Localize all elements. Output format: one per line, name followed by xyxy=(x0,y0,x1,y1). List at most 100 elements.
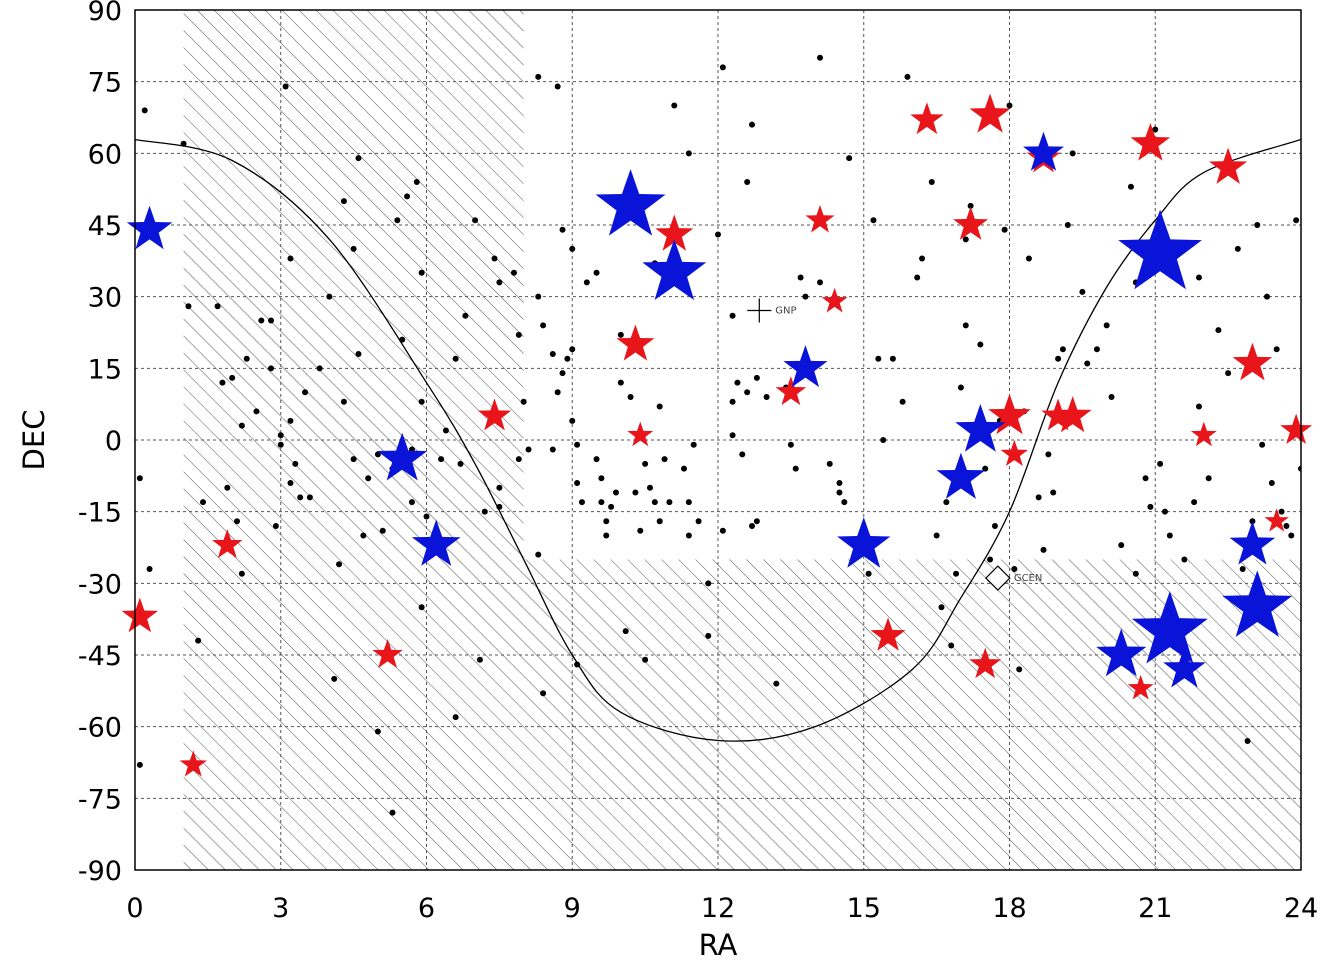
data-point xyxy=(277,441,284,448)
data-point xyxy=(642,656,649,663)
data-point xyxy=(141,107,148,114)
blue-star-point xyxy=(411,519,461,566)
data-point xyxy=(277,432,284,439)
data-point xyxy=(1254,222,1261,228)
data-point xyxy=(418,398,425,405)
data-point xyxy=(282,83,289,90)
data-point xyxy=(1132,570,1139,577)
red-star-point xyxy=(1127,674,1154,700)
data-point xyxy=(753,518,760,525)
data-point xyxy=(438,456,445,463)
data-point xyxy=(1293,217,1300,224)
data-point xyxy=(374,728,381,735)
data-point xyxy=(365,475,372,482)
data-point xyxy=(268,365,275,372)
data-point xyxy=(603,532,610,539)
red-star-point xyxy=(212,529,243,559)
data-point xyxy=(442,427,449,434)
data-point xyxy=(987,556,994,563)
data-point xyxy=(238,422,245,429)
x-tick-label: 9 xyxy=(564,893,581,924)
data-point xyxy=(889,355,896,362)
data-point xyxy=(510,269,517,276)
data-point xyxy=(569,245,576,252)
data-point xyxy=(656,518,663,525)
data-point xyxy=(540,690,547,697)
data-point xyxy=(817,54,824,61)
data-point xyxy=(744,389,751,396)
data-point xyxy=(739,451,746,458)
red-star-point xyxy=(179,750,207,777)
blue-star-point xyxy=(1118,209,1202,290)
data-point xyxy=(1205,475,1212,482)
data-point xyxy=(1195,274,1202,281)
blue-star-point xyxy=(1163,646,1206,688)
data-point xyxy=(559,226,566,233)
data-point xyxy=(991,523,998,529)
data-point xyxy=(287,480,294,486)
data-point xyxy=(957,384,964,391)
data-point xyxy=(773,680,780,687)
data-point xyxy=(1001,226,1008,233)
data-point xyxy=(797,274,804,281)
data-point xyxy=(515,456,522,463)
data-point xyxy=(1084,360,1091,367)
marker-label: GNP xyxy=(775,306,796,317)
data-point xyxy=(671,102,678,109)
red-star-point xyxy=(910,102,944,135)
data-point xyxy=(919,255,926,262)
data-point xyxy=(413,179,420,185)
data-point xyxy=(418,604,425,611)
y-tick-label: -15 xyxy=(78,498,122,529)
x-tick-label: 0 xyxy=(126,893,143,924)
data-point xyxy=(1268,480,1275,486)
data-point xyxy=(578,499,585,506)
data-point xyxy=(729,432,736,439)
data-point xyxy=(1035,494,1042,501)
data-point xyxy=(685,150,692,157)
data-point xyxy=(574,441,581,448)
data-point xyxy=(394,217,401,224)
data-point xyxy=(1127,183,1134,190)
data-point xyxy=(564,355,571,362)
data-point xyxy=(559,370,566,377)
data-point xyxy=(569,346,576,353)
data-point xyxy=(938,604,945,611)
data-point xyxy=(593,269,600,276)
data-point xyxy=(535,293,542,300)
shaded-region-1 xyxy=(523,559,1301,870)
data-point xyxy=(695,518,702,525)
data-point xyxy=(258,317,265,324)
x-tick-labels: 0 3 6 9 12 15 18 21 24 xyxy=(126,893,1318,924)
blue-star-point xyxy=(1222,570,1293,637)
data-point xyxy=(1069,150,1076,157)
gnp-marker xyxy=(747,298,772,323)
data-point xyxy=(452,714,459,721)
blue-star-point xyxy=(955,404,1006,452)
data-point xyxy=(569,417,576,424)
data-point xyxy=(802,293,809,300)
data-point xyxy=(962,322,969,329)
data-point xyxy=(219,379,226,386)
x-tick-label: 15 xyxy=(847,893,881,924)
data-point xyxy=(496,484,503,491)
y-tick-label: 75 xyxy=(88,68,122,99)
data-point xyxy=(943,499,950,506)
data-point xyxy=(705,580,712,587)
data-point xyxy=(540,322,547,329)
red-star-point xyxy=(477,398,512,431)
data-point xyxy=(336,561,343,568)
data-point xyxy=(1045,451,1052,458)
red-star-point xyxy=(1053,396,1092,433)
data-point xyxy=(423,513,430,520)
data-point xyxy=(136,761,143,768)
red-star-point xyxy=(1130,122,1171,161)
data-point xyxy=(646,484,653,491)
data-point xyxy=(136,475,143,482)
data-point xyxy=(1016,666,1023,673)
data-point xyxy=(763,394,770,400)
data-point xyxy=(705,632,712,639)
data-point xyxy=(593,456,600,463)
data-point xyxy=(525,446,532,453)
